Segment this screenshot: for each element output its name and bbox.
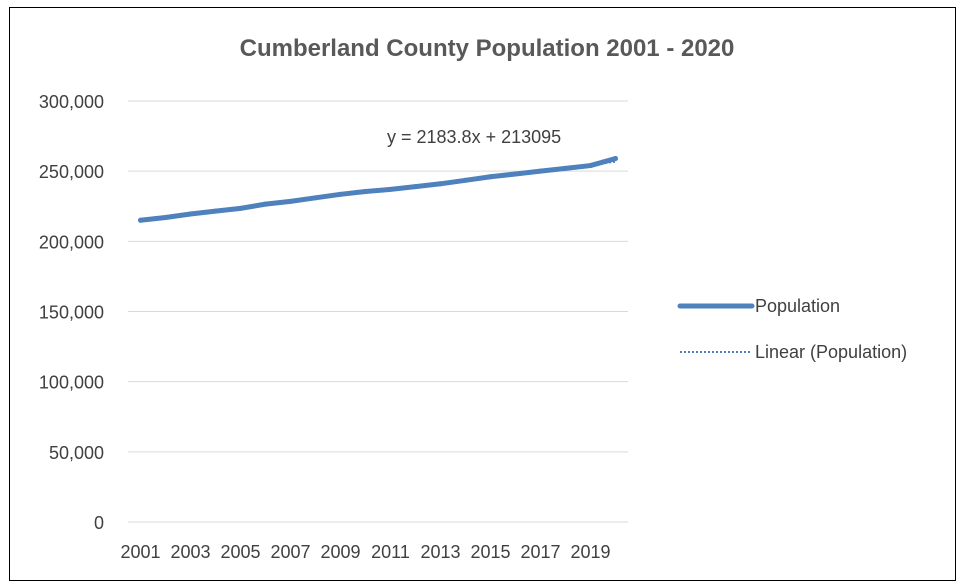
plot-area: [138, 156, 618, 223]
y-tick-label: 200,000: [39, 232, 104, 252]
x-tick-label: 2015: [470, 542, 510, 562]
x-tick-label: 2001: [120, 542, 160, 562]
data-point-population: [613, 156, 618, 162]
x-tick-label: 2013: [420, 542, 460, 562]
legend: Population Linear (Population): [677, 296, 907, 362]
x-axis-ticks: 2001 2003 2005 2007 2009 2011 2013 2015 2017 2019: [120, 542, 610, 562]
chart-title: Cumberland County Population 2001 - 2020: [240, 35, 735, 62]
x-tick-label: 2009: [320, 542, 360, 562]
x-tick-label: 2011: [371, 542, 410, 562]
y-tick-label: 300,000: [39, 92, 104, 112]
y-tick-label: 100,000: [39, 373, 104, 393]
trendline-equation: y = 2183.8x + 213095: [387, 127, 561, 147]
y-tick-label: 0: [94, 513, 104, 533]
x-tick-label: 2005: [220, 542, 260, 562]
legend-label-trendline: Linear (Population): [755, 342, 907, 362]
y-tick-label: 50,000: [49, 443, 104, 463]
gridlines: [128, 100, 628, 523]
series-line-population: [138, 156, 618, 223]
y-tick-label: 150,000: [39, 303, 104, 323]
x-tick-label: 2019: [570, 542, 610, 562]
x-tick-label: 2017: [520, 542, 560, 562]
x-tick-label: 2003: [170, 542, 210, 562]
y-tick-label: 250,000: [39, 162, 104, 182]
chart-frame: [9, 7, 956, 581]
data-point-population: [188, 211, 193, 217]
legend-label-population: Population: [755, 296, 840, 316]
y-axis-ticks: 0 50,000 100,000 150,000 200,000 250,000 300,0…: [39, 92, 104, 533]
x-tick-label: 2007: [270, 542, 310, 562]
